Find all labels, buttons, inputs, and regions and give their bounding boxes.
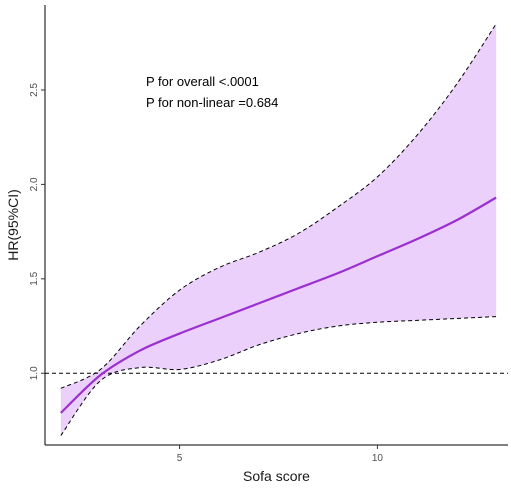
x-axis-ticks: 5 10	[177, 445, 384, 464]
x-tick-label: 5	[177, 453, 183, 464]
ci-upper-line	[60, 23, 497, 389]
plot-area	[45, 23, 508, 436]
x-axis-title: Sofa score	[243, 468, 310, 484]
p-overall-annotation: P for overall <.0001	[146, 74, 259, 89]
p-nonlinear-annotation: P for non-linear =0.684	[146, 95, 278, 110]
y-tick-label: 2.0	[29, 177, 40, 191]
y-tick-label: 1.0	[29, 366, 40, 380]
ci-band	[60, 23, 497, 436]
x-tick-label: 10	[372, 453, 384, 464]
y-tick-label: 2.5	[29, 83, 40, 97]
y-axis-title: HR(95%CI)	[5, 189, 21, 261]
hr-curve	[60, 196, 497, 414]
y-axis-ticks: 1.0 1.5 2.0 2.5	[29, 83, 45, 380]
y-tick-label: 1.5	[29, 271, 40, 285]
